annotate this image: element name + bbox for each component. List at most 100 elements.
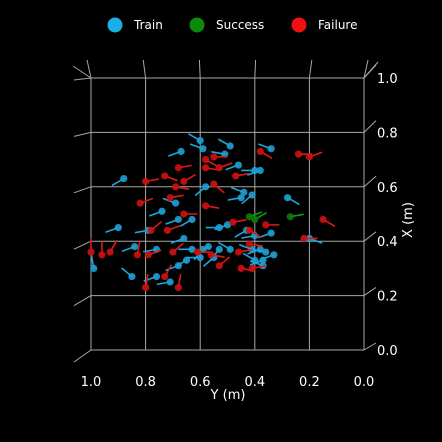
failure-point: [193, 248, 202, 256]
success-point: [251, 215, 259, 224]
failure-point: [300, 234, 308, 243]
failure-point: [294, 150, 303, 158]
ticks-layer: 1.0 0.8 0.6 0.4 0.2 0.0 0.0 0.2 0.4 0.6 0.8 1.0: [81, 72, 398, 390]
failure-point: [232, 172, 240, 180]
grid-left-tick-5: [73, 77, 92, 81]
train-point: [196, 136, 204, 145]
legend: Train Success Failure: [107, 17, 357, 33]
train-point: [174, 262, 182, 270]
train-point: [267, 229, 275, 237]
failure-point: [87, 248, 95, 256]
train-point: [221, 150, 229, 158]
grid-top-tick-3: [254, 59, 257, 79]
failure-point: [174, 164, 182, 172]
failure-point: [237, 264, 245, 272]
train-point: [188, 245, 196, 253]
failure-point: [248, 264, 256, 272]
y-tick-label: 1.0: [377, 72, 398, 87]
failure-point: [166, 194, 174, 202]
grid-left-tick-3: [73, 186, 92, 194]
failure-point: [142, 283, 150, 292]
train-point: [204, 243, 212, 251]
y-tick-label: 0.8: [377, 126, 398, 141]
grid-left-tick-2: [73, 240, 92, 250]
grid-corner-tl: [72, 65, 92, 79]
x-tick-label: 0.0: [354, 375, 375, 390]
legend-label-success: Success: [216, 18, 264, 32]
train-point: [177, 147, 185, 156]
train-point: [240, 188, 248, 196]
failure-point: [215, 164, 223, 172]
failure-point: [169, 248, 177, 256]
grid-layer: [72, 59, 379, 363]
grid-left-tick-1: [73, 295, 92, 307]
failure-point: [161, 272, 169, 281]
failure-point: [180, 210, 188, 218]
failure-point: [163, 226, 172, 234]
train-point: [283, 194, 292, 202]
train-point: [152, 272, 161, 281]
train-point: [248, 191, 256, 199]
x-tick-label: 0.4: [244, 375, 265, 390]
legend-marker-failure: [291, 17, 307, 33]
failure-point: [161, 172, 169, 180]
failure-point: [207, 251, 215, 259]
failure-point: [136, 199, 144, 207]
train-point: [182, 256, 191, 264]
failure-point: [234, 248, 243, 256]
failure-point: [305, 153, 313, 161]
marks-layer: [87, 133, 336, 292]
train-point: [180, 234, 188, 243]
train-point: [131, 243, 139, 251]
x-tick-label: 1.0: [81, 375, 102, 390]
train-point: [237, 194, 245, 202]
train-point: [199, 245, 207, 253]
train-point: [262, 248, 270, 256]
train-point: [120, 175, 128, 183]
failure-point: [210, 180, 218, 188]
grid-top-tick-0: [86, 59, 92, 79]
failure-point: [202, 202, 210, 210]
x-axis-label: Y (m): [210, 388, 246, 403]
failure-point: [106, 248, 114, 256]
failure-point: [215, 262, 223, 270]
train-point: [172, 199, 180, 207]
train-point: [223, 221, 232, 229]
train-point: [188, 215, 196, 224]
failure-point: [262, 221, 270, 229]
train-point: [90, 264, 98, 272]
train-point: [196, 253, 204, 262]
failure-point: [202, 156, 210, 164]
failure-point: [98, 251, 106, 259]
failure-point: [142, 177, 150, 185]
x-tick-label: 0.8: [135, 375, 156, 390]
y-tick-label: 0.4: [377, 235, 398, 250]
failure-point: [172, 183, 180, 191]
y-tick-label: 0.2: [377, 290, 398, 305]
grid-right-tick-4: [363, 120, 377, 133]
success-point: [245, 213, 253, 221]
grid-right-tick-1: [363, 286, 377, 297]
train-point: [166, 278, 174, 286]
train-point: [226, 142, 234, 150]
x-tick-label: 0.6: [190, 375, 211, 390]
failure-point: [319, 215, 327, 224]
train-point: [202, 183, 210, 191]
train-point: [128, 272, 136, 281]
legend-marker-train: [107, 17, 123, 33]
failure-point: [133, 251, 142, 259]
train-point: [174, 215, 182, 224]
legend-label-failure: Failure: [318, 18, 357, 32]
failure-point: [202, 164, 210, 172]
y-axis-label: X (m): [401, 202, 416, 238]
train-point: [114, 224, 122, 232]
grid-right-tick-0: [363, 342, 377, 351]
grid-left-tick-0: [73, 349, 92, 363]
train-point: [158, 207, 166, 215]
grid-right-tick-2: [363, 231, 377, 242]
y-tick-label: 0.6: [377, 181, 398, 196]
legend-marker-success: [189, 17, 205, 33]
train-point: [199, 145, 207, 153]
